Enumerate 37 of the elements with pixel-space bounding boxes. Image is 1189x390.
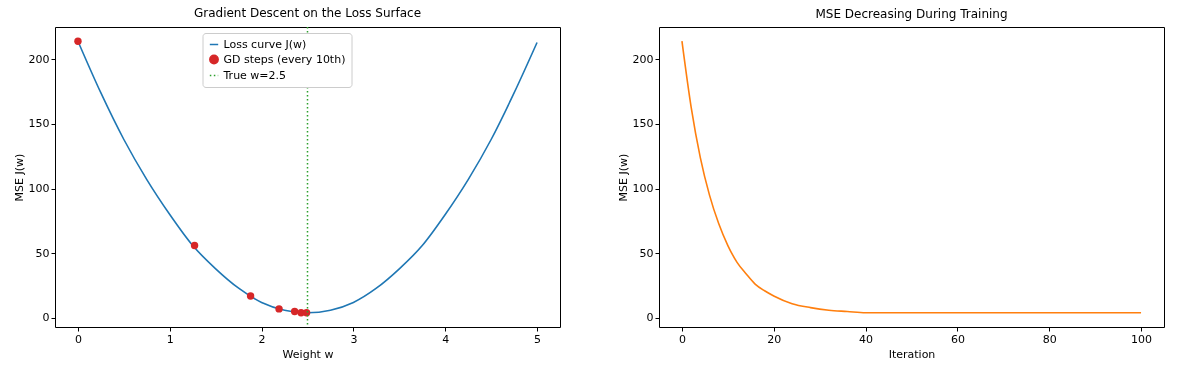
x-tick-label: 1: [166, 332, 174, 346]
x-tick-label: 40: [859, 332, 874, 346]
y-tick-label: 200: [28, 52, 50, 66]
y-tick-label: 100: [28, 182, 50, 196]
point: [74, 37, 82, 45]
chart-title: Gradient Descent on the Loss Surface: [193, 6, 422, 21]
x-tick-label: 0: [678, 332, 686, 346]
point: [246, 292, 255, 300]
y-tick-label: 0: [646, 311, 654, 325]
legend-label: GD steps (every 10th): [223, 52, 346, 66]
x-tick-label: 20: [767, 332, 782, 346]
y-tick-label: 200: [632, 52, 654, 66]
x-axis-title: Iteration: [888, 347, 936, 361]
line-series: [681, 40, 1142, 314]
y-tick-label: 100: [632, 182, 654, 196]
y-tick-label: 50: [35, 246, 50, 260]
x-tick-label: 4: [442, 332, 450, 346]
point: [190, 241, 199, 250]
x-tick-label: 0: [74, 332, 82, 346]
point: [290, 307, 299, 316]
y-tick-label: 0: [42, 311, 50, 325]
y-tick-label: 50: [639, 246, 654, 260]
y-axis-title: MSE J(w): [616, 153, 630, 202]
legend-label: Loss curve J(w): [223, 37, 307, 51]
x-tick-label: 5: [534, 332, 542, 346]
y-tick-label: 150: [28, 117, 50, 131]
x-tick-label: 2: [258, 332, 266, 346]
chart-title: MSE Decreasing During Training: [815, 7, 1008, 21]
x-tick-label: 100: [1131, 332, 1153, 346]
point: [275, 305, 283, 313]
x-tick-label: 60: [950, 332, 965, 346]
x-tick-label: 3: [350, 332, 358, 346]
x-axis-title: Weight w: [282, 347, 334, 361]
y-axis-title: MSE J(w): [12, 153, 26, 202]
x-tick-label: 80: [1042, 332, 1057, 346]
ref-line-label: True w=2.5: [222, 68, 287, 82]
y-tick-label: 150: [632, 117, 654, 131]
